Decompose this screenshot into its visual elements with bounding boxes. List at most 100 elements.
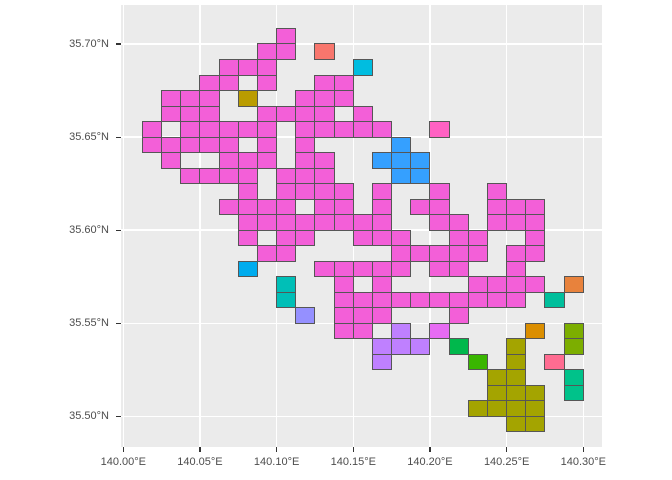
map-tile-magenta	[314, 167, 335, 185]
map-tile-magenta	[161, 105, 182, 123]
map-tile-magenta	[352, 307, 373, 324]
map-tile-magenta	[391, 260, 412, 278]
map-tile-magenta	[525, 276, 546, 293]
map-tile-magenta	[141, 121, 163, 138]
map-tile-azure	[237, 260, 258, 278]
map-tile-magenta	[256, 214, 278, 231]
map-tile-magenta	[333, 121, 354, 138]
map-tile-magenta	[295, 90, 316, 107]
map-tile-magenta	[314, 90, 335, 107]
map-tile-magenta	[506, 291, 527, 309]
map-tile-magenta	[218, 74, 239, 92]
x-tick-label: 140.15°E	[330, 456, 376, 468]
map-tile-olive	[506, 400, 527, 417]
map-tile-magenta	[180, 90, 201, 107]
y-tick-label: 35.65°N	[69, 130, 109, 143]
map-tile-magenta	[410, 291, 431, 309]
map-tile-magenta	[199, 90, 220, 107]
map-tile-violet	[371, 353, 393, 371]
map-tile-magenta	[161, 152, 182, 169]
map-tile-magenta	[314, 121, 335, 138]
map-tile-olive	[506, 353, 527, 371]
y-tick-label: 35.50°N	[69, 409, 109, 422]
map-tile-magenta	[295, 121, 316, 138]
map-tile-magenta	[295, 167, 316, 185]
map-tile-magenta	[371, 307, 393, 324]
map-tile-magenta	[295, 183, 316, 200]
x-major-gridline	[199, 5, 201, 447]
map-tile-magenta	[180, 136, 201, 154]
y-tick-label: 35.60°N	[69, 223, 109, 236]
map-tile-magenta	[486, 291, 508, 309]
x-tick-label: 140.30°E	[560, 456, 606, 468]
map-tile-magenta	[218, 198, 239, 216]
map-tile-magenta	[256, 198, 278, 216]
map-tile-violet	[410, 338, 431, 355]
map-tile-yellow-green	[563, 322, 584, 340]
map-tile-magenta	[295, 229, 316, 247]
map-tile-magenta	[467, 291, 488, 309]
map-tile-magenta	[525, 229, 546, 247]
map-tile-magenta	[314, 260, 335, 278]
map-tile-magenta	[295, 214, 316, 231]
map-tile-yellow-green	[563, 338, 584, 355]
map-tile-magenta	[371, 183, 393, 200]
map-tile-magenta	[448, 229, 469, 247]
map-tile-magenta	[486, 198, 508, 216]
x-tick-label: 140.05°E	[177, 456, 223, 468]
map-tile-magenta	[237, 121, 258, 138]
map-tile-magenta	[352, 105, 373, 123]
map-tile-violet	[391, 322, 412, 340]
map-tile-magenta	[256, 136, 278, 154]
map-tile-magenta	[256, 121, 278, 138]
map-tile-magenta	[180, 121, 201, 138]
map-tile-magenta	[506, 276, 527, 293]
map-tile-magenta	[352, 121, 373, 138]
x-tick-mark	[199, 447, 201, 452]
map-tile-blue	[410, 152, 431, 169]
x-major-gridline	[122, 5, 125, 447]
map-tile-magenta	[256, 105, 278, 123]
map-tile-magenta	[352, 291, 373, 309]
map-tile-magenta	[276, 105, 297, 123]
map-tile-magenta	[218, 59, 239, 76]
map-tile-olive	[506, 415, 527, 433]
map-tile-magenta	[333, 291, 354, 309]
map-tile-magenta	[199, 136, 220, 154]
x-major-gridline	[582, 5, 585, 447]
map-tile-magenta	[141, 136, 163, 154]
map-tile-rose-pink	[544, 353, 565, 371]
x-tick-mark	[122, 447, 124, 452]
map-tile-magenta	[371, 276, 393, 293]
map-tile-grass-green	[467, 353, 488, 371]
x-tick-label: 140.25°E	[483, 456, 530, 468]
map-tile-magenta	[256, 43, 278, 60]
map-tile-hot-pink	[429, 121, 450, 138]
map-tile-magenta	[199, 74, 220, 92]
map-tile-magenta	[525, 245, 546, 262]
map-tile-magenta	[276, 198, 297, 216]
map-tile-magenta	[525, 198, 546, 216]
map-tile-magenta	[161, 90, 182, 107]
map-tile-magenta	[314, 105, 335, 123]
map-tile-magenta	[371, 291, 393, 309]
map-tile-magenta	[410, 198, 431, 216]
map-tile-magenta	[448, 291, 469, 309]
map-tile-magenta	[295, 136, 316, 154]
map-tile-magenta	[333, 198, 354, 216]
map-tile-magenta	[467, 276, 488, 293]
map-tile-magenta	[333, 322, 354, 340]
map-tile-magenta	[429, 214, 450, 231]
map-tile-blue	[391, 152, 412, 169]
y-tick-mark	[116, 322, 121, 324]
map-tile-magenta	[237, 198, 258, 216]
map-tile-magenta	[371, 260, 393, 278]
y-tick-mark	[116, 43, 121, 45]
map-tile-magenta	[199, 105, 220, 123]
map-tile-olive	[506, 384, 527, 402]
map-tile-olive	[506, 369, 527, 386]
map-tile-dark-orange	[525, 322, 546, 340]
map-tile-magenta	[256, 245, 278, 262]
map-tile-violet	[391, 338, 412, 355]
map-tile-magenta	[352, 214, 373, 231]
